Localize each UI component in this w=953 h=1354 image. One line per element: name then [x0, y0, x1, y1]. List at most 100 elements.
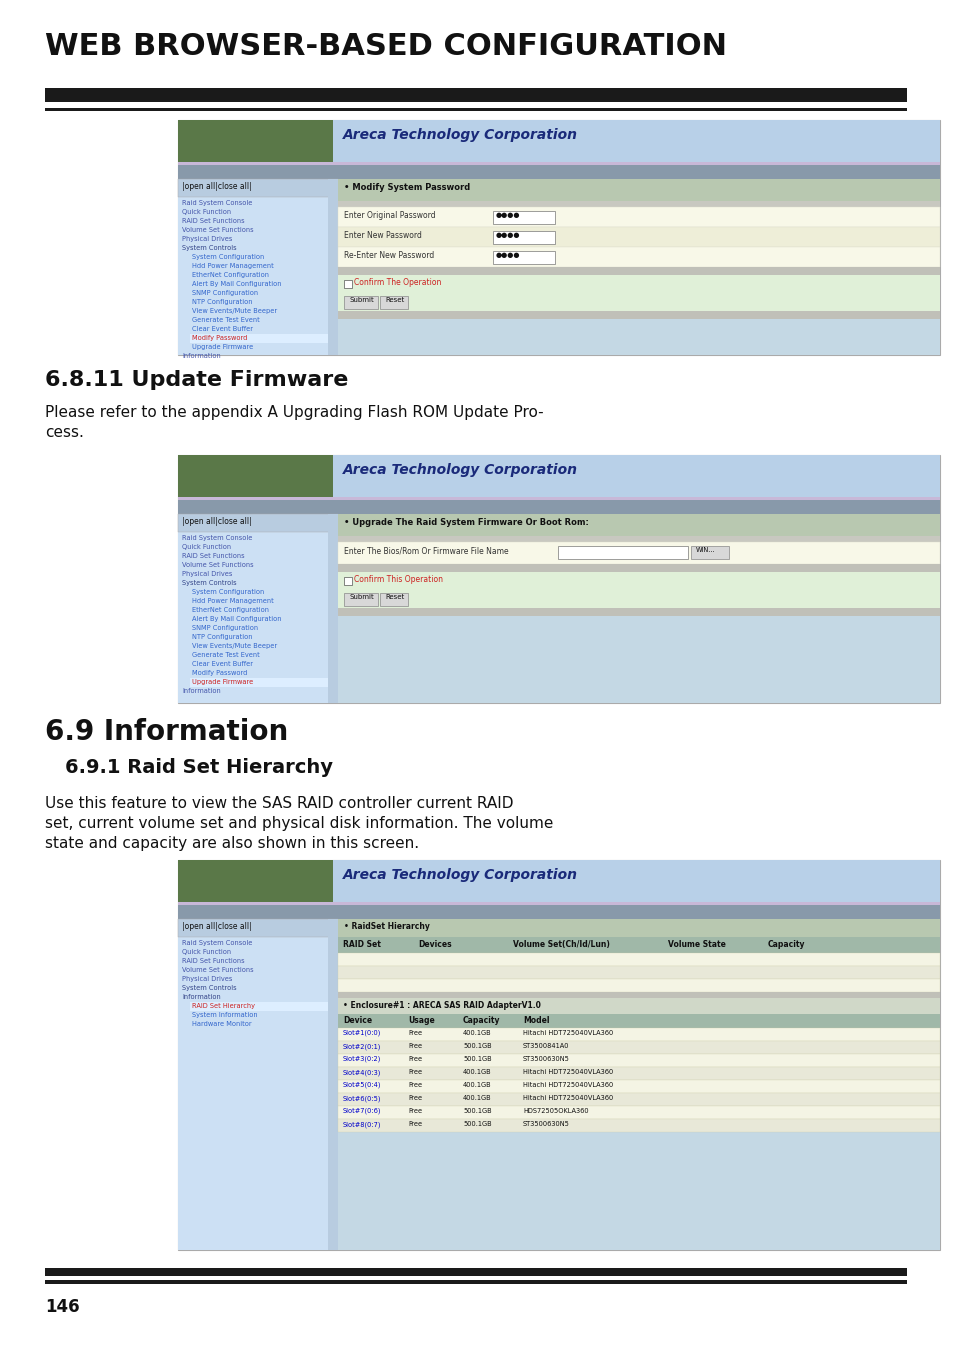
Text: Free: Free: [408, 1082, 421, 1089]
Bar: [337, 227, 939, 246]
Text: Capacity: Capacity: [767, 940, 804, 949]
Bar: [45, 88, 906, 102]
Text: Generate Test Event: Generate Test Event: [192, 653, 259, 658]
Bar: [493, 211, 555, 223]
Bar: [337, 200, 939, 207]
Text: Physical Drives: Physical Drives: [182, 976, 233, 982]
Text: ST3500630N5: ST3500630N5: [522, 1056, 569, 1062]
Text: Volume Set Functions: Volume Set Functions: [182, 227, 253, 233]
Bar: [337, 179, 939, 200]
Bar: [178, 902, 939, 904]
Text: 6.9.1 Raid Set Hierarchy: 6.9.1 Raid Set Hierarchy: [65, 758, 333, 777]
Text: Model: Model: [522, 1016, 549, 1025]
Text: Enter The Bios/Rom Or Firmware File Name: Enter The Bios/Rom Or Firmware File Name: [344, 546, 508, 555]
Bar: [190, 678, 328, 686]
Text: EtherNet Configuration: EtherNet Configuration: [192, 607, 269, 613]
Bar: [337, 1067, 939, 1080]
Text: Areca Technology Corporation: Areca Technology Corporation: [343, 463, 578, 477]
Bar: [337, 998, 939, 1014]
Text: Raid System Console: Raid System Console: [182, 200, 253, 206]
Text: Volume Set Functions: Volume Set Functions: [182, 562, 253, 567]
Text: Information: Information: [182, 688, 220, 695]
Bar: [337, 292, 939, 311]
Text: Clear Event Buffer: Clear Event Buffer: [192, 661, 253, 668]
Text: Enter Original Password: Enter Original Password: [344, 211, 436, 219]
Text: • Upgrade The Raid System Firmware Or Boot Rom:: • Upgrade The Raid System Firmware Or Bo…: [344, 519, 588, 527]
Text: Modify Password: Modify Password: [192, 334, 247, 341]
Bar: [178, 179, 337, 355]
Bar: [178, 455, 939, 497]
Bar: [337, 571, 939, 590]
Bar: [178, 162, 939, 165]
Text: System Information: System Information: [192, 1011, 257, 1018]
Text: 500.1GB: 500.1GB: [462, 1108, 491, 1114]
Text: Free: Free: [408, 1108, 421, 1114]
Text: Slot#7(0:6): Slot#7(0:6): [343, 1108, 381, 1114]
Bar: [344, 577, 352, 585]
Text: Physical Drives: Physical Drives: [182, 236, 233, 242]
Text: • Modify System Password: • Modify System Password: [344, 183, 470, 192]
Bar: [178, 497, 939, 500]
Text: Free: Free: [408, 1056, 421, 1062]
Bar: [337, 992, 939, 998]
Bar: [178, 860, 939, 902]
Bar: [190, 334, 328, 343]
Text: Free: Free: [408, 1030, 421, 1036]
Text: Enter New Password: Enter New Password: [344, 232, 421, 240]
Bar: [337, 919, 939, 1250]
Text: Generate Test Event: Generate Test Event: [192, 317, 259, 324]
Bar: [337, 919, 939, 937]
Text: Devices: Devices: [417, 940, 451, 949]
Text: |open all|close all|: |open all|close all|: [182, 517, 252, 525]
Text: RAID Set Functions: RAID Set Functions: [182, 959, 244, 964]
Bar: [337, 1014, 939, 1028]
Text: Quick Function: Quick Function: [182, 544, 231, 550]
Text: Modify Password: Modify Password: [192, 670, 247, 676]
Text: Hdd Power Management: Hdd Power Management: [192, 598, 274, 604]
Text: set, current volume set and physical disk information. The volume: set, current volume set and physical dis…: [45, 816, 553, 831]
Bar: [337, 311, 939, 320]
Text: Hitachi HDT725040VLA360: Hitachi HDT725040VLA360: [522, 1095, 613, 1101]
Bar: [337, 1093, 939, 1106]
Bar: [493, 232, 555, 244]
Bar: [178, 455, 939, 703]
Bar: [178, 904, 939, 919]
Bar: [337, 965, 939, 979]
Text: Hardware Monitor: Hardware Monitor: [192, 1021, 252, 1026]
Bar: [178, 515, 337, 703]
Text: • Enclosure#1 : ARECA SAS RAID AdapterV1.0: • Enclosure#1 : ARECA SAS RAID AdapterV1…: [343, 1001, 540, 1010]
Bar: [328, 919, 337, 1250]
Text: Slot#8(0:7): Slot#8(0:7): [343, 1121, 381, 1128]
Text: Information: Information: [182, 994, 220, 1001]
Text: Slot#3(0:2): Slot#3(0:2): [343, 1056, 381, 1063]
Bar: [337, 267, 939, 275]
Bar: [178, 455, 333, 497]
Bar: [178, 919, 337, 937]
Bar: [344, 280, 352, 288]
Text: Areca Technology Corporation: Areca Technology Corporation: [343, 129, 578, 142]
Text: Alert By Mail Configuration: Alert By Mail Configuration: [192, 616, 281, 621]
Text: System Configuration: System Configuration: [192, 589, 264, 594]
Bar: [178, 500, 939, 515]
Bar: [337, 565, 939, 571]
Bar: [178, 121, 333, 162]
Text: 500.1GB: 500.1GB: [462, 1043, 491, 1049]
Text: ●●●●: ●●●●: [496, 213, 520, 218]
Text: Confirm The Operation: Confirm The Operation: [354, 278, 441, 287]
Text: Areca Technology Corporation: Areca Technology Corporation: [343, 868, 578, 881]
Text: Slot#6(0:5): Slot#6(0:5): [343, 1095, 381, 1102]
Text: Confirm This Operation: Confirm This Operation: [354, 575, 442, 584]
Text: Alert By Mail Configuration: Alert By Mail Configuration: [192, 282, 281, 287]
Text: 6.8.11 Update Firmware: 6.8.11 Update Firmware: [45, 370, 348, 390]
Text: • RaidSet Hierarchy: • RaidSet Hierarchy: [344, 922, 430, 932]
Bar: [328, 179, 337, 355]
Bar: [178, 860, 333, 902]
Text: Free: Free: [408, 1043, 421, 1049]
Text: System Controls: System Controls: [182, 984, 236, 991]
Text: Hitachi HDT725040VLA360: Hitachi HDT725040VLA360: [522, 1070, 613, 1075]
Text: NTP Configuration: NTP Configuration: [192, 634, 253, 640]
Text: Raid System Console: Raid System Console: [182, 940, 253, 946]
Bar: [178, 515, 337, 532]
Text: Volume Set(Ch/Id/Lun): Volume Set(Ch/Id/Lun): [513, 940, 609, 949]
Text: Usage: Usage: [408, 1016, 435, 1025]
